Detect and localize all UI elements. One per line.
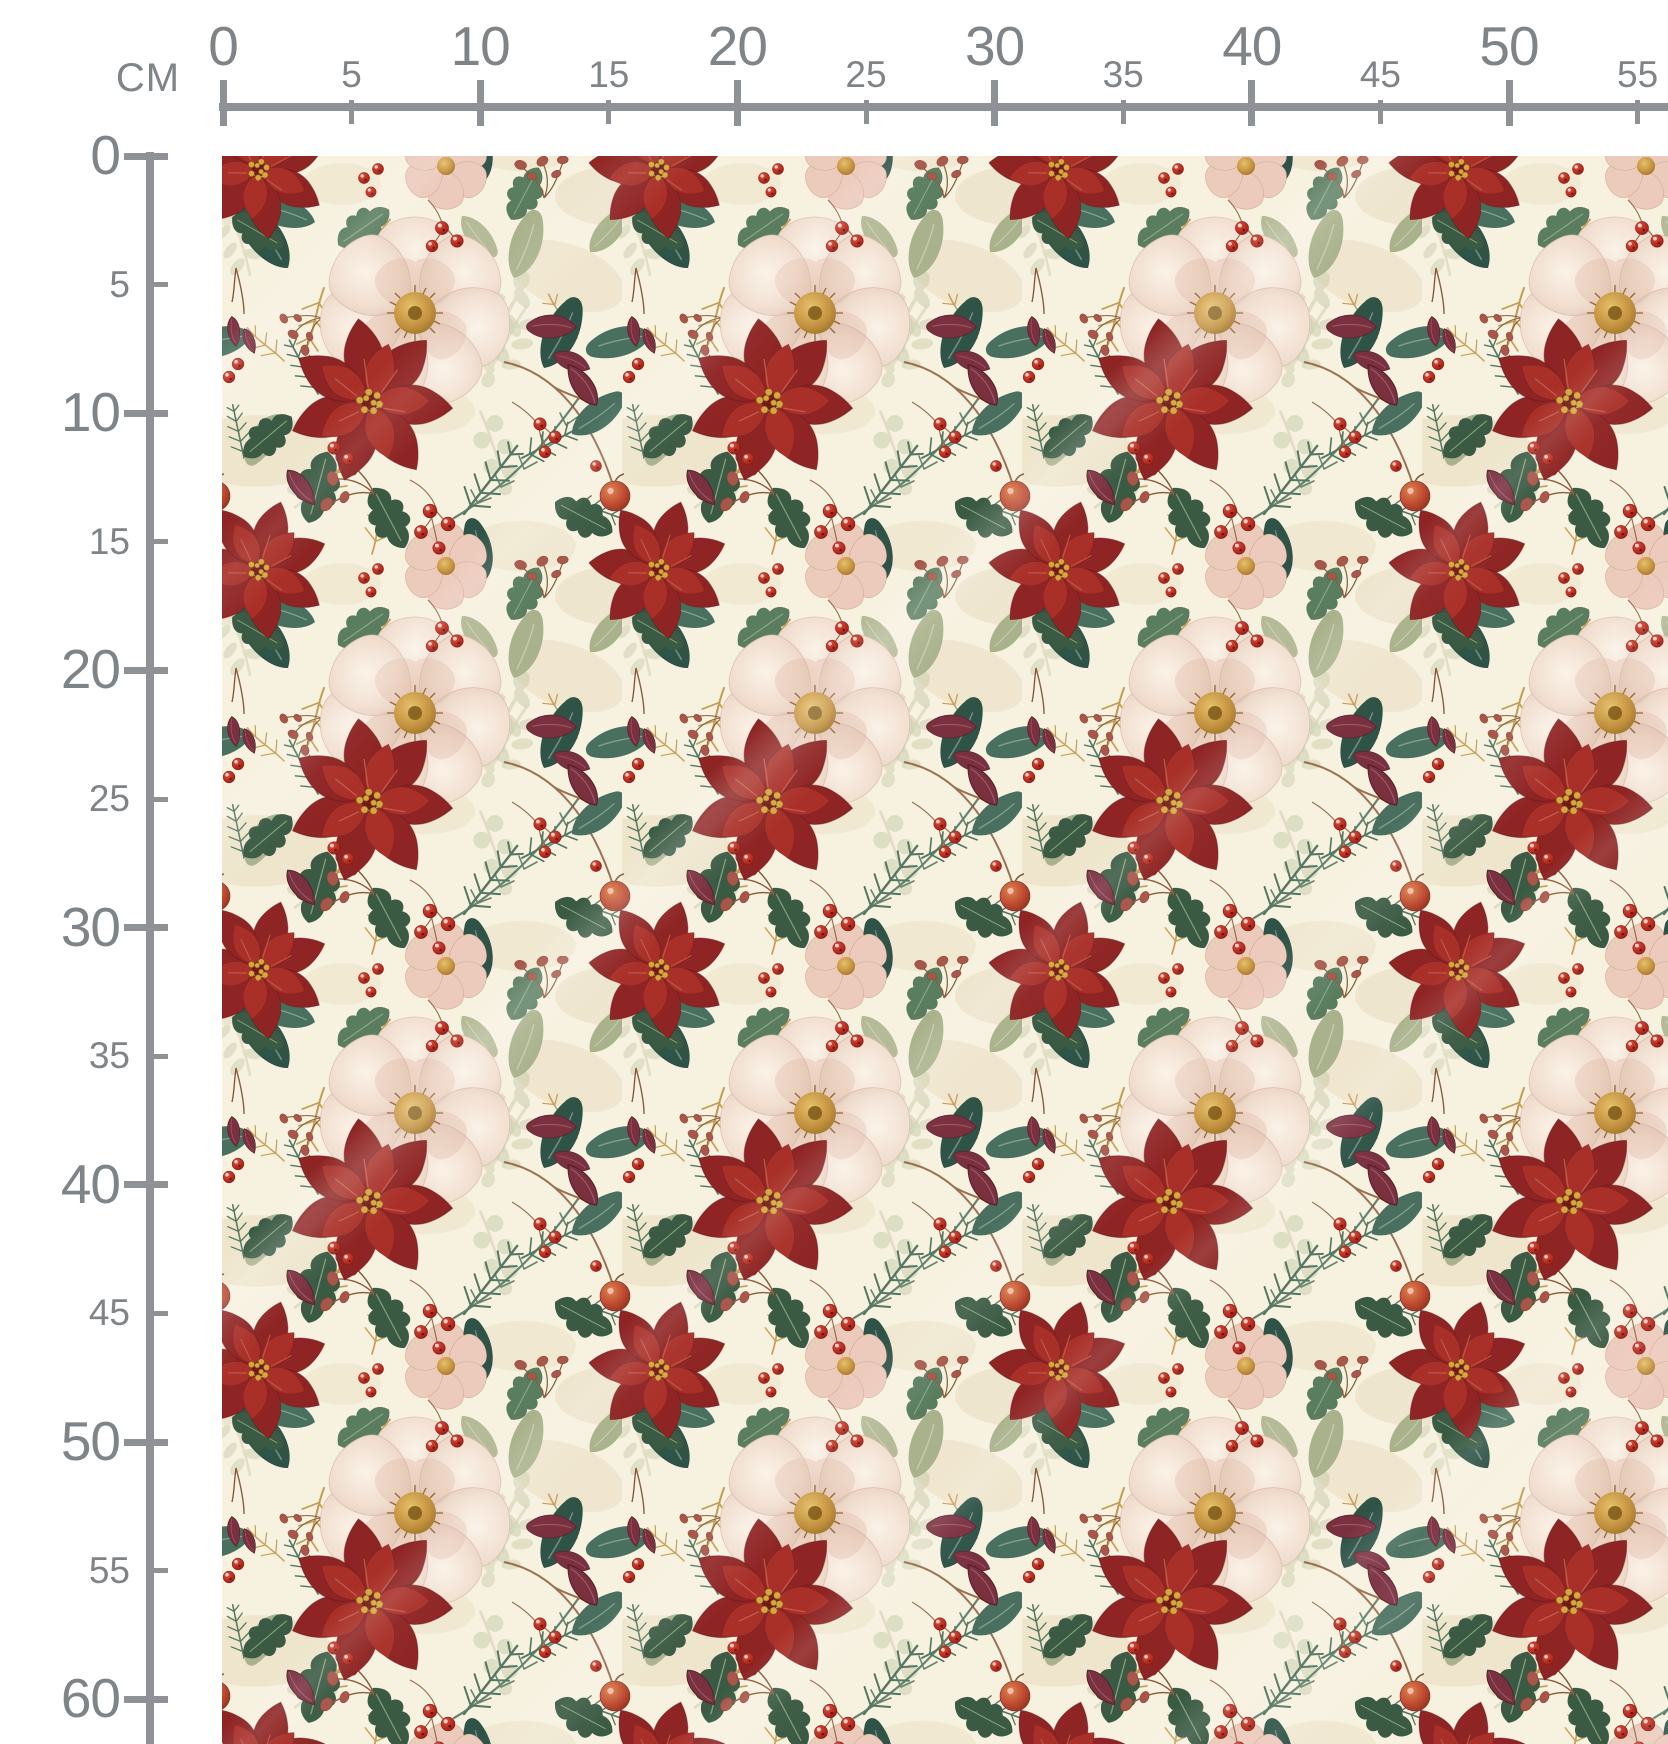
v-tick-label-10: 10: [60, 381, 121, 444]
h-tick-50: [1505, 80, 1513, 126]
v-tick-label-45: 45: [88, 1292, 130, 1334]
h-tick-label-55: 55: [1617, 54, 1659, 95]
h-tick-15: [606, 100, 612, 124]
v-tick-50: [124, 1438, 168, 1446]
h-tick-0: [219, 80, 227, 126]
v-tick-label-35: 35: [88, 1035, 130, 1077]
v-tick-15: [146, 539, 168, 545]
v-tick-label-5: 5: [109, 263, 130, 305]
h-tick-35: [1120, 100, 1126, 124]
h-tick-40: [1248, 80, 1256, 126]
v-tick-10: [124, 409, 168, 417]
h-tick-45: [1377, 100, 1383, 124]
h-tick-25: [863, 100, 869, 124]
v-tick-45: [146, 1310, 168, 1316]
h-tick-label-25: 25: [845, 54, 887, 95]
h-tick-55: [1635, 100, 1641, 124]
v-tick-35: [146, 1053, 168, 1059]
ruler-unit-label: CM: [115, 56, 181, 100]
fabric-pattern-fill: [222, 156, 1668, 1744]
v-tick-label-60: 60: [60, 1667, 121, 1730]
h-tick-20: [733, 80, 741, 126]
h-tick-label-20: 20: [707, 15, 768, 77]
h-tick-label-10: 10: [450, 15, 511, 77]
v-tick-label-0: 0: [90, 124, 121, 186]
h-tick-5: [349, 100, 355, 124]
v-tick-30: [124, 924, 168, 932]
h-tick-label-15: 15: [588, 54, 630, 95]
v-tick-25: [146, 796, 168, 802]
v-tick-5: [146, 282, 168, 288]
h-tick-30: [991, 80, 999, 126]
h-tick-label-45: 45: [1359, 54, 1401, 95]
horizontal-ruler-line: [219, 103, 1668, 111]
v-tick-label-20: 20: [60, 638, 121, 701]
h-tick-label-5: 5: [341, 54, 362, 95]
v-tick-20: [124, 666, 168, 674]
v-tick-label-40: 40: [60, 1152, 121, 1215]
h-tick-label-50: 50: [1479, 15, 1539, 77]
h-tick-label-35: 35: [1102, 54, 1144, 95]
v-tick-60: [124, 1695, 168, 1703]
floral-pattern-svg: [222, 156, 1668, 1744]
h-tick-label-40: 40: [1222, 15, 1282, 77]
v-tick-55: [146, 1568, 168, 1574]
v-tick-label-30: 30: [60, 895, 121, 958]
h-tick-label-30: 30: [965, 15, 1025, 77]
v-tick-label-55: 55: [88, 1549, 130, 1591]
v-tick-label-50: 50: [60, 1410, 121, 1472]
vertical-ruler-line: [146, 152, 154, 1744]
fabric-swatch: [222, 156, 1668, 1744]
v-tick-40: [124, 1181, 168, 1189]
h-tick-10: [476, 80, 484, 126]
v-tick-label-25: 25: [88, 778, 130, 819]
v-tick-label-15: 15: [88, 520, 130, 562]
v-tick-0: [124, 152, 168, 160]
